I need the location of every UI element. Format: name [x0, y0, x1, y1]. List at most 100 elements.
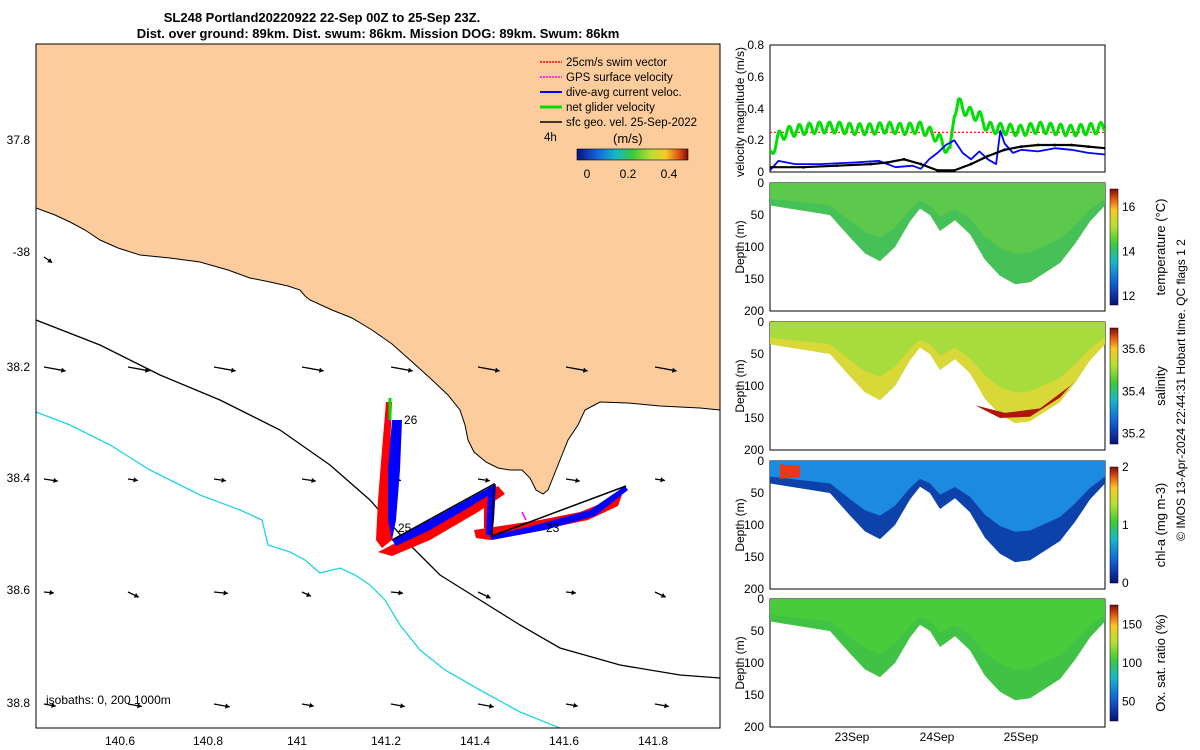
section-ytick: 0	[757, 454, 764, 468]
geo-velocity-point	[936, 169, 939, 172]
velocity-ytick: 0.8	[747, 38, 764, 52]
velocity-y-axis: 0 0.2 0.4 0.6 0.8	[747, 38, 764, 179]
map-legend: 25cm/s swim vector GPS surface velocity …	[540, 57, 697, 181]
geo-velocity-point	[869, 162, 872, 166]
geo-velocity-arrow	[301, 591, 312, 597]
map-ytick: 38.4	[7, 471, 31, 485]
track-day-label-26: 26	[404, 413, 418, 427]
geo-velocity-arrow	[43, 590, 55, 596]
velocity-ytick: 0.4	[747, 102, 764, 116]
section-ytick: 150	[744, 272, 764, 286]
geo-velocity-arrow	[127, 703, 142, 709]
geo-velocity-point	[969, 162, 973, 166]
section-ytick: 0	[757, 592, 764, 606]
section-panel-temperature: 0 50 100 150 200 Depth (m) 12 14 16 temperature (…	[733, 176, 1168, 318]
section-panel-salinity: 0 50 100 150 200 Depth (m) 35.2 35.4 35.6 salinit…	[733, 315, 1168, 457]
glider-track	[376, 398, 628, 556]
geo-velocity-arrow	[477, 366, 500, 373]
velocity-series-group	[770, 97, 1105, 172]
section-xtick: 23Sep	[835, 730, 870, 744]
geo-velocity-arrow	[477, 477, 490, 483]
geo-velocity-point	[952, 169, 956, 172]
map-panel: 26 25 23 140.6 140.8 141 141.2 141.4 141…	[7, 43, 721, 748]
section-ylabel: Depth (m)	[733, 498, 747, 551]
map-xtick: 141	[287, 734, 307, 748]
section-panel-oxygen: 0 50 100 150 200 Depth (m) 50 100 150 Ox. sat. ra…	[733, 592, 1168, 744]
section-panel-chlorophyll: 0 50 100 150 200 Depth (m) 0 1 2 chl-a (mg m-3)	[733, 454, 1168, 596]
section-ytick: 50	[751, 624, 765, 638]
section-ytick: 150	[744, 688, 764, 702]
section-ytick: 50	[751, 347, 765, 361]
map-ytick: 37.8	[7, 133, 31, 147]
section-ytick: 100	[744, 518, 764, 532]
section-xtick: 24Sep	[920, 730, 955, 744]
figure-title-line1: SL248 Portland20220922 22-Sep 00Z to 25-…	[164, 10, 480, 25]
geo-velocity-arrow	[390, 366, 413, 373]
geo-velocity-point	[835, 164, 839, 168]
geo-velocity-arrow	[213, 477, 226, 483]
geo-velocity-arrow	[654, 477, 665, 483]
geo-velocity-arrow	[127, 477, 138, 483]
colorbar-tick: 50	[1122, 695, 1136, 709]
velocity-colorbar-tick: 0.2	[620, 167, 637, 181]
geo-velocity-point	[1003, 148, 1006, 152]
section-ytick: 100	[744, 379, 764, 393]
legend-gps-velocity: GPS surface velocity	[566, 72, 673, 84]
section-deep-layer	[770, 611, 1105, 701]
legend-geo-velocity: sfc geo. vel. 25-Sep-2022	[566, 117, 697, 129]
section-deep-layer	[770, 473, 1105, 563]
section-highlight	[975, 380, 1075, 418]
velocity-ytick: 0.2	[747, 133, 764, 147]
geo-velocity-arrow	[213, 590, 228, 596]
geo-velocity-arrow	[213, 366, 236, 373]
map-ytick: 38.2	[7, 360, 31, 374]
geo-velocity-point	[1019, 145, 1023, 149]
section-ytick: 0	[757, 176, 764, 190]
geo-velocity-arrow	[654, 366, 677, 373]
section-deep-layer	[770, 195, 1105, 285]
velocity-plot-frame	[769, 44, 1106, 173]
map-xtick: 141.8	[638, 734, 668, 748]
section-ylabel: Depth (m)	[733, 636, 747, 689]
section-xtick: 25Sep	[1004, 730, 1039, 744]
section-ytick: 200	[744, 443, 764, 457]
map-xtick: 141.2	[371, 734, 401, 748]
geo-velocity-arrow	[43, 366, 66, 373]
geo-velocity-arrow	[565, 590, 577, 596]
geo-velocity-arrow	[565, 366, 588, 373]
section-ylabel: Depth (m)	[733, 359, 747, 412]
colorbar-label: Ox. sat. ratio (%)	[1153, 614, 1168, 712]
section-ylabel: Depth (m)	[733, 220, 747, 273]
dive-avg-current-band	[490, 486, 628, 540]
track-line	[391, 482, 627, 541]
colorbar-tick: 1	[1122, 518, 1129, 532]
map-x-axis: 140.6 140.8 141 141.2 141.4 141.6 141.8	[105, 734, 668, 748]
geo-velocity-arrow	[565, 477, 580, 484]
geo-velocity-arrow	[477, 703, 494, 709]
geo-velocity-arrow	[301, 477, 316, 484]
geo-velocity-arrow	[213, 703, 230, 709]
velocity-series-line	[770, 143, 1105, 172]
geo-velocity-arrow	[127, 591, 140, 598]
velocity-panel: 0 0.2 0.4 0.6 0.8 velocity magnitude (m/…	[733, 38, 1106, 179]
velocity-colorbar-tick: 0.4	[661, 167, 678, 181]
colorbar-tick: 35.2	[1122, 426, 1146, 440]
section-ytick: 0	[757, 315, 764, 329]
geo-velocity-point	[1103, 146, 1105, 150]
track-day-label-25: 25	[398, 521, 412, 535]
section-ytick: 200	[744, 582, 764, 596]
imos-credit: © IMOS 13-Apr-2024 22:44:31 Hobart time.…	[1174, 239, 1188, 541]
colorbar-tick: 16	[1122, 200, 1136, 214]
geo-velocity-arrow	[43, 256, 53, 264]
geo-velocity-point	[802, 165, 805, 169]
velocity-series-line	[770, 129, 1105, 171]
geo-velocity-arrow	[390, 590, 404, 596]
geo-velocity-point	[1070, 143, 1073, 147]
land-area	[36, 44, 720, 495]
section-colorbar	[1109, 188, 1119, 306]
legend-dive-avg-current: dive-avg current veloc.	[566, 87, 682, 99]
section-highlight	[780, 464, 800, 479]
isobath-1000m	[36, 411, 561, 728]
section-ytick: 50	[751, 208, 765, 222]
